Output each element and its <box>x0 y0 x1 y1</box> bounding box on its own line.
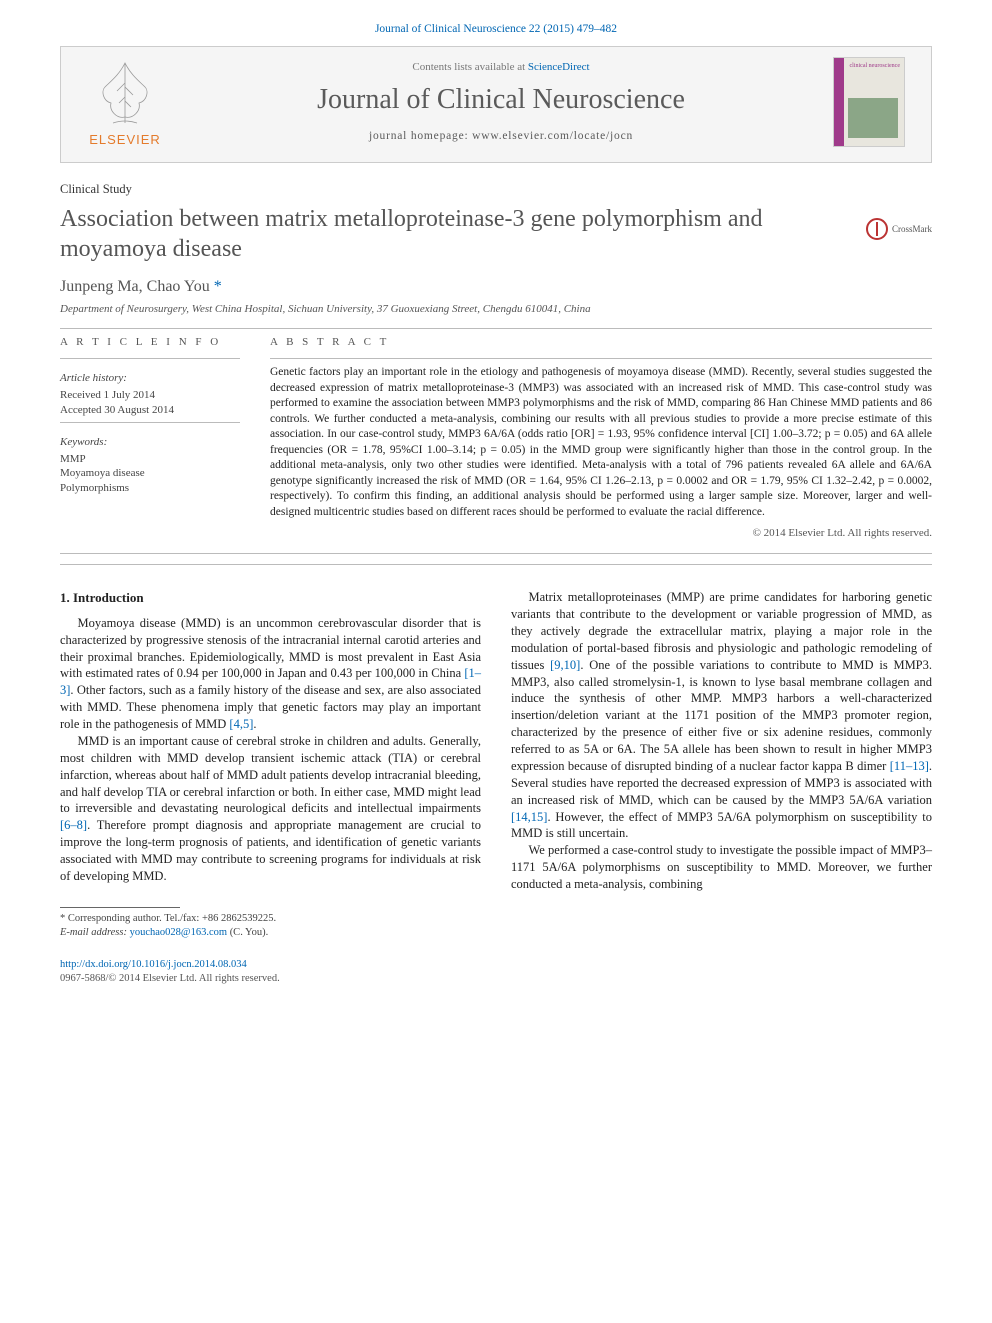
header-bar: ELSEVIER Contents lists available at Sci… <box>60 46 932 164</box>
article-title: Association between matrix metalloprotei… <box>60 204 932 264</box>
doi-link[interactable]: http://dx.doi.org/10.1016/j.jocn.2014.08… <box>60 959 247 970</box>
history-heading: Article history: <box>60 371 240 386</box>
body-paragraph: MMD is an important cause of cerebral st… <box>60 733 481 885</box>
journal-cover-thumbnail: clinical neuroscience <box>833 57 905 147</box>
keyword: Polymorphisms <box>60 481 240 496</box>
article-type: Clinical Study <box>60 181 932 198</box>
section-divider <box>60 564 932 565</box>
email-suffix: (C. You). <box>227 927 268 938</box>
email-link[interactable]: youchao028@163.com <box>130 927 227 938</box>
ref-link[interactable]: [11–13] <box>890 759 929 773</box>
issn-line: 0967-5868/© 2014 Elsevier Ltd. All right… <box>60 972 932 986</box>
abstract-divider <box>270 358 932 359</box>
abstract-body: Genetic factors play an important role i… <box>270 365 932 520</box>
body-paragraph: Matrix metalloproteinases (MMP) are prim… <box>511 589 932 842</box>
crossmark-label: CrossMark <box>892 223 932 235</box>
crossmark-badge[interactable]: CrossMark <box>866 218 932 240</box>
top-citation: Journal of Clinical Neuroscience 22 (201… <box>60 22 932 38</box>
contents-available-line: Contents lists available at ScienceDirec… <box>169 60 833 75</box>
info-divider <box>60 358 240 359</box>
article-body: 1. Introduction Moyamoya disease (MMD) i… <box>60 589 932 893</box>
footnote-separator <box>60 907 180 908</box>
abstract-heading: A B S T R A C T <box>270 335 932 350</box>
journal-name: Journal of Clinical Neuroscience <box>169 81 833 119</box>
sciencedirect-link[interactable]: ScienceDirect <box>528 61 590 73</box>
crossmark-icon <box>866 218 888 240</box>
ref-link[interactable]: [4,5] <box>229 717 253 731</box>
email-label: E-mail address: <box>60 927 127 938</box>
keyword: MMP <box>60 452 240 467</box>
contents-prefix: Contents lists available at <box>412 61 527 73</box>
corresponding-author-mark: * <box>214 278 222 295</box>
divider <box>60 553 932 554</box>
affiliation: Department of Neurosurgery, West China H… <box>60 302 932 317</box>
accepted-date: Accepted 30 August 2014 <box>60 403 240 418</box>
article-info-heading: A R T I C L E I N F O <box>60 335 240 350</box>
intro-heading: 1. Introduction <box>60 589 481 607</box>
body-paragraph: We performed a case-control study to inv… <box>511 842 932 893</box>
authors-line: Junpeng Ma, Chao You * <box>60 276 932 298</box>
keyword: Moyamoya disease <box>60 466 240 481</box>
body-paragraph: Moyamoya disease (MMD) is an uncommon ce… <box>60 615 481 733</box>
ref-link[interactable]: [14,15] <box>511 810 547 824</box>
abstract-col: A B S T R A C T Genetic factors play an … <box>270 335 932 541</box>
email-footnote: E-mail address: youchao028@163.com (C. Y… <box>60 926 932 940</box>
divider <box>60 328 932 329</box>
keywords-heading: Keywords: <box>60 435 240 450</box>
abstract-copyright: © 2014 Elsevier Ltd. All rights reserved… <box>270 526 932 541</box>
cover-text: clinical neuroscience <box>850 62 900 70</box>
authors-names: Junpeng Ma, Chao You <box>60 278 210 295</box>
info-divider <box>60 422 240 423</box>
corresponding-footnote: * Corresponding author. Tel./fax: +86 28… <box>60 912 932 926</box>
publisher-name: ELSEVIER <box>89 131 161 149</box>
ref-link[interactable]: [6–8] <box>60 818 87 832</box>
publisher-logo-block: ELSEVIER <box>81 57 169 149</box>
ref-link[interactable]: [9,10] <box>550 658 580 672</box>
received-date: Received 1 July 2014 <box>60 388 240 403</box>
elsevier-tree-icon <box>89 57 161 129</box>
article-info-col: A R T I C L E I N F O Article history: R… <box>60 335 240 541</box>
journal-homepage: journal homepage: www.elsevier.com/locat… <box>169 129 833 145</box>
